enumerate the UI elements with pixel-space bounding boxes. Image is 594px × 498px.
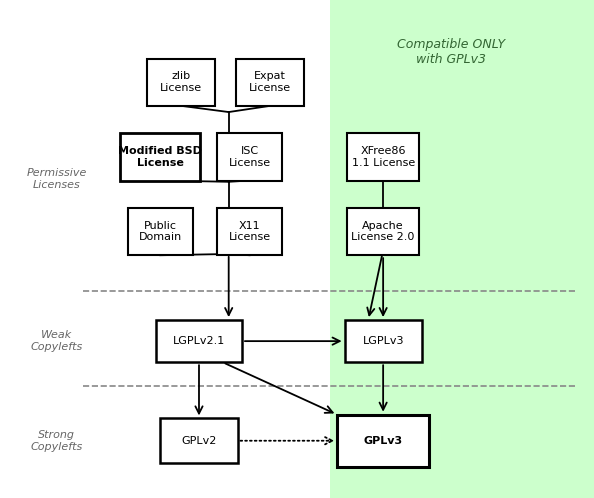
Text: LGPLv3: LGPLv3: [362, 336, 404, 346]
Text: zlib
License: zlib License: [160, 71, 202, 93]
FancyBboxPatch shape: [128, 208, 193, 255]
Text: Apache
License 2.0: Apache License 2.0: [352, 221, 415, 243]
FancyBboxPatch shape: [217, 133, 282, 180]
Text: XFree86
1.1 License: XFree86 1.1 License: [352, 146, 415, 168]
FancyBboxPatch shape: [120, 133, 201, 180]
Text: Permissive
Licenses: Permissive Licenses: [26, 168, 87, 190]
Text: LGPLv2.1: LGPLv2.1: [173, 336, 225, 346]
FancyBboxPatch shape: [345, 320, 422, 363]
FancyBboxPatch shape: [160, 418, 238, 463]
FancyBboxPatch shape: [337, 414, 429, 467]
Text: Modified BSD
License: Modified BSD License: [118, 146, 203, 168]
FancyBboxPatch shape: [147, 59, 215, 106]
FancyBboxPatch shape: [236, 59, 304, 106]
Text: Public
Domain: Public Domain: [139, 221, 182, 243]
Text: Weak
Copylefts: Weak Copylefts: [30, 330, 83, 352]
Text: X11
License: X11 License: [229, 221, 270, 243]
Bar: [330, 0, 594, 498]
Text: GPLv2: GPLv2: [181, 436, 217, 446]
FancyBboxPatch shape: [156, 320, 242, 363]
FancyBboxPatch shape: [347, 208, 419, 255]
Text: ISC
License: ISC License: [229, 146, 270, 168]
Text: GPLv3: GPLv3: [364, 436, 403, 446]
FancyBboxPatch shape: [347, 133, 419, 180]
Text: Compatible ONLY
with GPLv3: Compatible ONLY with GPLv3: [397, 38, 505, 66]
FancyBboxPatch shape: [217, 208, 282, 255]
Text: Expat
License: Expat License: [249, 71, 291, 93]
Text: Strong
Copylefts: Strong Copylefts: [30, 430, 83, 452]
